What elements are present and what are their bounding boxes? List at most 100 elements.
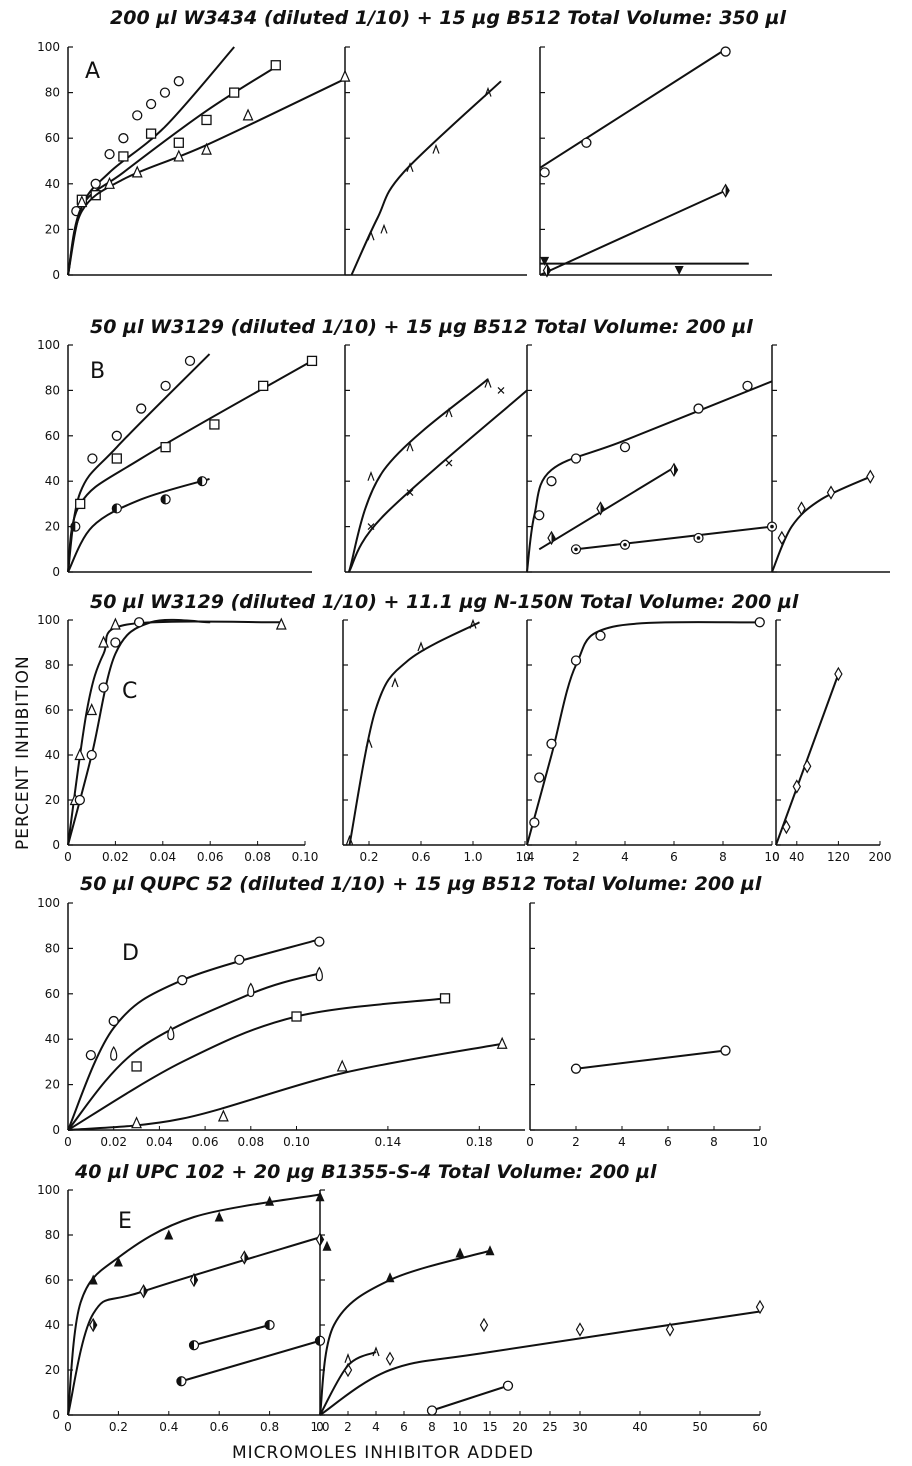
marker-circle [595, 630, 606, 641]
x-tick-label-c-1: 0.02 [102, 850, 129, 864]
marker-circle [546, 476, 557, 487]
marker-filled-triangle [322, 1240, 332, 1251]
marker-square [201, 114, 212, 126]
marker-triangle [131, 1116, 142, 1129]
x-tick-label-e-2: 60 [752, 1420, 767, 1434]
marker-filled-triangle [214, 1211, 224, 1222]
x-tick-label-e-1: 0.2 [109, 1420, 128, 1434]
marker-caret [367, 230, 375, 241]
marker-square [258, 380, 269, 392]
marker-triangle [275, 617, 287, 630]
curve-e-1-2 [193, 1324, 270, 1347]
curve-c-3-0 [526, 621, 760, 846]
curve-e-1-1 [67, 1236, 321, 1416]
y-tick-label-d-1: 40 [45, 1032, 60, 1046]
x-tick-label-c-3: 6 [670, 850, 678, 864]
x-tick-label-c-3: 2 [572, 850, 580, 864]
y-tick-label-d-1: 60 [45, 987, 60, 1001]
marker-triangle [104, 176, 115, 189]
marker-caret [365, 738, 373, 748]
marker-diamond [866, 469, 875, 484]
marker-half-circle-fill [197, 476, 203, 486]
x-tick-label-e-2: 4 [372, 1420, 380, 1434]
marker-triangle [74, 748, 86, 761]
y-tick-label-d-1: 80 [45, 941, 60, 955]
x-tick-label-c-4: 120 [827, 850, 850, 864]
marker-caret [417, 641, 425, 652]
x-tick-label-c-2: 1.0 [463, 850, 482, 864]
curve-b-1-0 [67, 353, 211, 573]
marker-half-diamond-fill [320, 1233, 324, 1246]
marker-circle [90, 178, 101, 189]
x-tick-label-c-4: 200 [869, 850, 892, 864]
x-tick-label-c-2: 1.4 [515, 850, 534, 864]
panel-letter-d: D [122, 941, 139, 966]
x-tick-label-e-2: 25 [542, 1420, 557, 1434]
marker-half-diamond-fill [600, 502, 604, 515]
x-tick-label-c-4: 40 [789, 850, 804, 864]
curve-e-2-1 [319, 1310, 761, 1416]
marker-circle [570, 1063, 582, 1074]
marker-triangle [496, 1036, 508, 1049]
marker-circle [720, 1045, 731, 1056]
marker-circle [581, 137, 592, 148]
panel-e-title: 40 µl UPC 102 + 20 µg B1355-S-4 Total Vo… [74, 1161, 657, 1183]
marker-circle [742, 380, 753, 392]
x-tick-label-c-2: 0.2 [359, 850, 378, 864]
x-tick-label-e-2: 40 [632, 1420, 647, 1434]
marker-caret [344, 1353, 352, 1363]
marker-diamond [782, 819, 791, 835]
y-tick-label-e-1: 20 [45, 1363, 60, 1377]
x-tick-label-d-2: 4 [618, 1135, 626, 1149]
curve-d-1-1 [67, 972, 320, 1131]
marker-circle [619, 441, 631, 453]
curve-a-3-1 [539, 189, 727, 276]
x-tick-label-d-2: 0 [526, 1135, 534, 1149]
x-tick-label-c-1: 0 [64, 850, 72, 864]
marker-circle [160, 380, 171, 392]
marker-half-diamond-fill [194, 1274, 198, 1286]
marks-layer [67, 46, 875, 1416]
y-tick-label-b-1: 0 [52, 565, 60, 579]
x-tick-label-e-2: 50 [692, 1420, 707, 1434]
marker-caret [484, 377, 492, 388]
panel-b-title: 50 µl W3129 (diluted 1/10) + 15 µg B512 … [90, 316, 753, 338]
marker-circle [184, 355, 196, 367]
marker-circle [118, 133, 129, 144]
marker-circle [87, 453, 98, 464]
y-tick-label-c-1: 0 [52, 838, 60, 852]
curve-d-2-0 [575, 1049, 726, 1070]
marker-triangle [131, 165, 143, 178]
marker-filled-triangle [385, 1272, 395, 1283]
x-tick-label-d-1: 0.10 [283, 1135, 310, 1149]
x-tick-label-d-1: 0.04 [146, 1135, 173, 1149]
marker-circle-dot-dot [770, 524, 774, 529]
marker-caret [469, 618, 477, 629]
x-tick-label-e-1: 1.0 [310, 1420, 329, 1434]
x-tick-label-d-1: 0.18 [466, 1135, 493, 1149]
panel-a-title: 200 µl W3434 (diluted 1/10) + 15 µg B512… [110, 7, 786, 29]
marker-diamond [777, 530, 787, 546]
x-axis-label: MICROMOLES INHIBITOR ADDED [232, 1443, 534, 1463]
marker-cross [367, 523, 375, 531]
x-tick-label-e-2: 20 [512, 1420, 527, 1434]
curve-b-1-1 [67, 360, 313, 573]
curve-e-1-0 [67, 1193, 321, 1416]
y-tick-label-b-1: 60 [45, 429, 60, 443]
x-tick-label-e-1: 0.4 [159, 1420, 178, 1434]
y-tick-label-a-1: 60 [45, 131, 60, 145]
curve-e-2-0 [319, 1249, 491, 1416]
y-tick-label-a-1: 20 [45, 222, 60, 236]
marker-circle [546, 738, 557, 749]
marker-caret [367, 470, 375, 481]
curve-b-3-2 [575, 525, 773, 551]
y-tick-label-e-1: 60 [45, 1273, 60, 1287]
marker-caret [372, 1346, 380, 1357]
marker-caret [380, 223, 388, 234]
marker-square [209, 419, 220, 430]
y-tick-label-a-1: 100 [37, 40, 60, 54]
x-tick-label-c-1: 0.04 [149, 850, 176, 864]
marker-cross [497, 386, 505, 394]
panel-letter-c: C [122, 679, 137, 704]
